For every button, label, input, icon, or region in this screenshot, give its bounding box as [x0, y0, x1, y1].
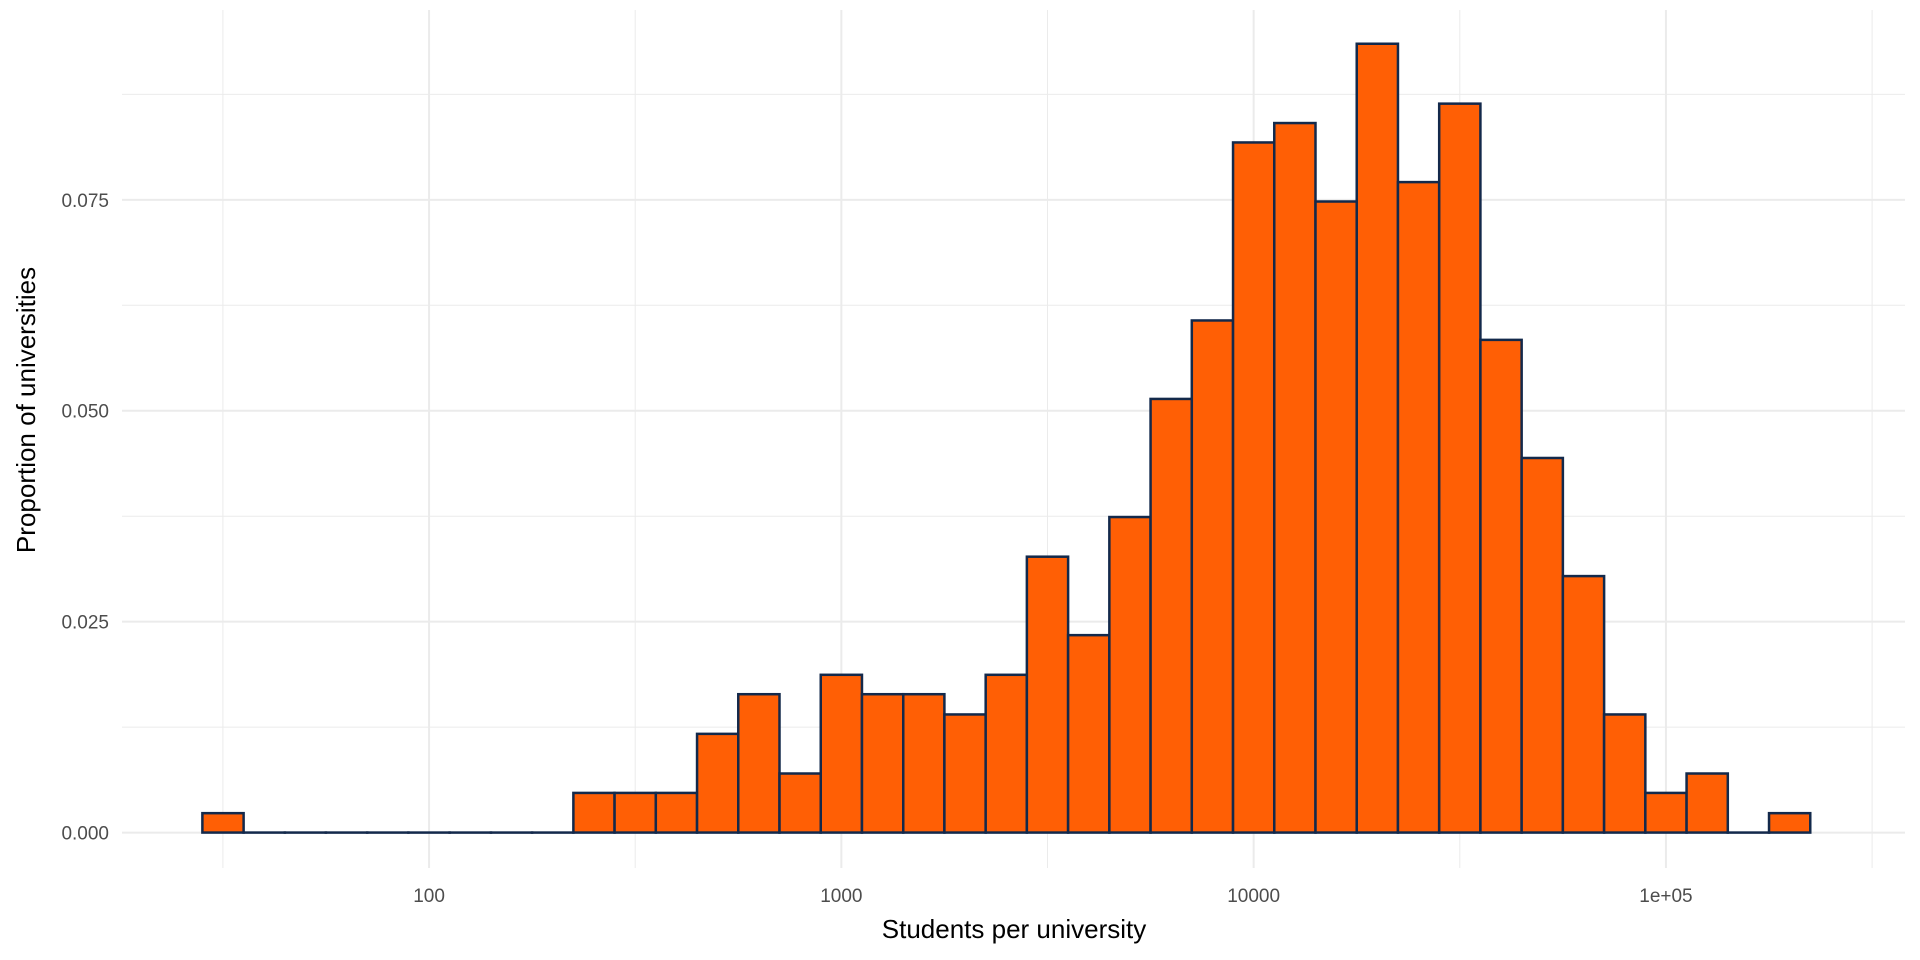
- histogram-bar: [613, 791, 658, 834]
- histogram-bar: [737, 692, 781, 834]
- histogram-bar: [943, 713, 987, 834]
- histogram-bar: [1602, 713, 1647, 834]
- x-tick-label: 1e+05: [1639, 886, 1692, 907]
- y-tick-label: 0.025: [61, 613, 109, 634]
- histogram-bar: [984, 673, 1029, 834]
- histogram-bar: [695, 732, 740, 834]
- y-axis-title: Proportion of universities: [11, 267, 41, 553]
- histogram-bars: [201, 42, 1812, 834]
- histogram-bar: [1644, 791, 1688, 834]
- x-tick-label: 1000: [820, 886, 862, 907]
- histogram-bar: [1273, 121, 1317, 834]
- histogram-bar: [1355, 42, 1400, 834]
- histogram-bar: [902, 692, 946, 834]
- histogram-bar: [572, 791, 616, 834]
- histogram-bar: [1437, 102, 1482, 834]
- histogram-bar: [819, 673, 864, 834]
- x-axis-ticks: 100 1000 10000 1e+05: [413, 886, 1692, 907]
- y-tick-label: 0.000: [61, 824, 109, 845]
- x-tick-label: 10000: [1227, 886, 1280, 907]
- y-axis-ticks: 0.000 0.025 0.050 0.075: [61, 191, 109, 845]
- histogram-bar: [1685, 772, 1730, 834]
- y-tick-label: 0.075: [61, 191, 109, 212]
- histogram-bar: [1066, 633, 1111, 834]
- histogram-bar: [1314, 200, 1358, 834]
- histogram-bar: [654, 791, 699, 834]
- histogram-bar: [1520, 456, 1565, 834]
- histogram-bar: [1108, 515, 1152, 834]
- histogram-bar: [860, 692, 905, 834]
- histogram-bar: [1190, 319, 1235, 834]
- histogram-bar: [201, 811, 245, 834]
- histogram-bar: [1561, 574, 1606, 834]
- histogram-bar: [1231, 141, 1276, 834]
- histogram-bar: [1767, 811, 1812, 834]
- x-tick-label: 100: [413, 886, 445, 907]
- x-axis-title: Students per university: [882, 914, 1146, 944]
- histogram-bar: [1149, 397, 1194, 834]
- histogram-bar: [1025, 555, 1070, 834]
- histogram-bar: [778, 772, 822, 834]
- y-tick-label: 0.050: [61, 402, 109, 423]
- histogram-bar: [1396, 180, 1441, 834]
- histogram-bar: [1479, 338, 1523, 834]
